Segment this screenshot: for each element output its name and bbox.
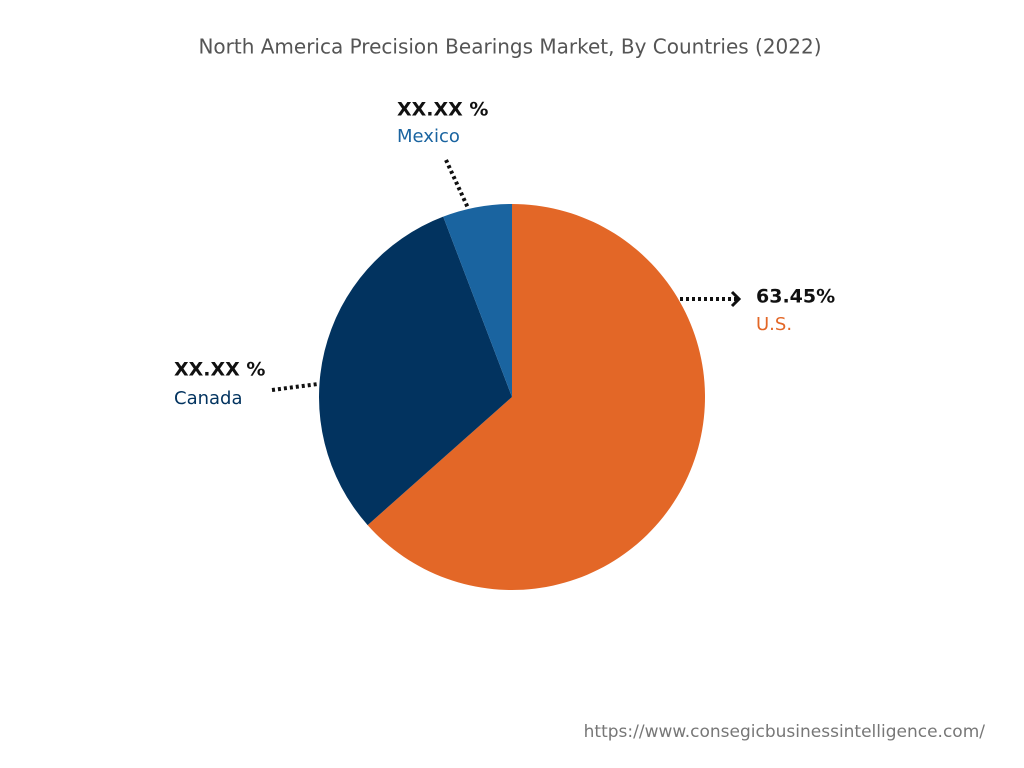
category-label: U.S. — [756, 314, 792, 335]
value-label: 63.45% — [756, 286, 835, 308]
value-label: XX.XX % — [174, 359, 265, 381]
leader-line — [444, 159, 470, 209]
category-label: Canada — [174, 388, 243, 409]
category-label: Mexico — [397, 126, 460, 147]
pie-slice — [443, 204, 512, 397]
leader-arrow — [730, 290, 742, 308]
leader-line — [271, 382, 319, 392]
chart-title: North America Precision Bearings Market,… — [198, 35, 821, 59]
source-url: https://www.consegicbusinessintelligence… — [584, 722, 986, 742]
value-label: XX.XX % — [397, 99, 488, 121]
pie-slice — [318, 216, 512, 526]
pie-slice — [367, 204, 705, 590]
